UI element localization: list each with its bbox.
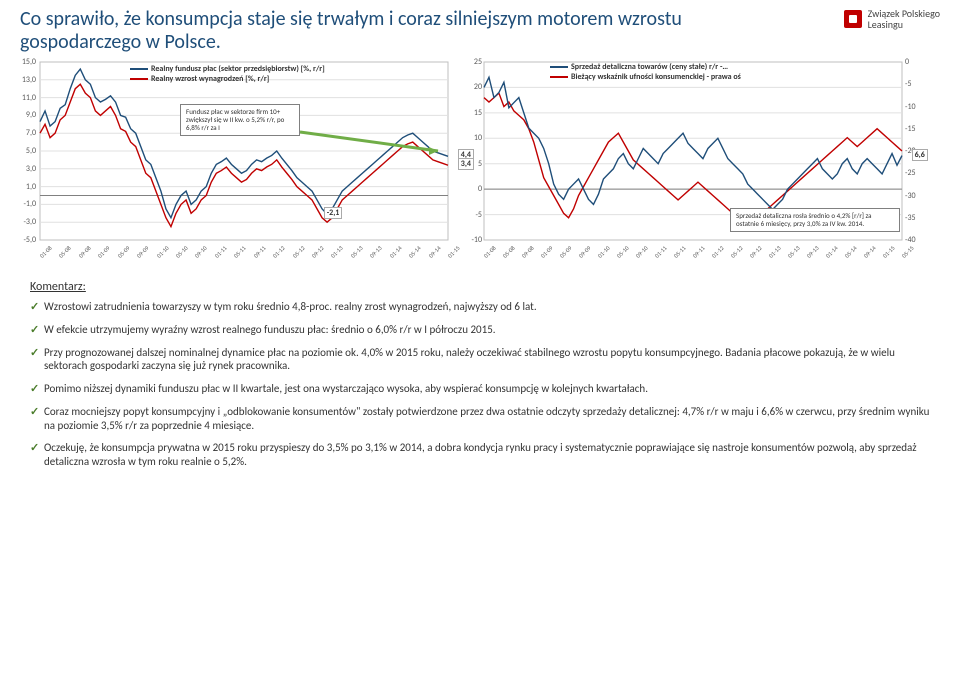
bullet-item: Oczekuję, że konsumpcja prywatna w 2015 … [30,441,930,469]
chart-right: -10-50510152025-40-35-30-25-20-15-10-500… [460,58,940,276]
logo-text-2: Leasingu [868,19,940,30]
annotation: Sprzedaż detaliczna rosła średnio o 4,2%… [730,208,900,232]
y-tick: -3,0 [10,217,36,227]
y-tick-right: -15 [905,124,931,134]
commentary-title: Komentarz: [30,280,930,294]
logo-text: Związek Polskiego Leasingu [868,8,940,30]
y-tick: 13,0 [10,75,36,85]
y-tick-right: -5 [905,79,931,89]
bullet-item: W efekcie utrzymujemy wyraźny wzrost rea… [30,323,930,337]
y-tick-left: 10 [456,133,482,143]
y-tick: -5,0 [10,235,36,245]
y-tick-right: -30 [905,191,931,201]
y-tick-right: 0 [905,57,931,67]
y-tick-left: -10 [456,235,482,245]
bullet-item: Przy prognozowanej dalszej nominalnej dy… [30,346,930,374]
y-tick-left: -5 [456,210,482,220]
legend: Realny fundusz płac (sektor przedsiębior… [130,64,325,84]
annotation: Fundusz płac w sektorze firm 10+ zwiększ… [180,104,300,136]
data-label: 3,4 [458,158,474,170]
y-tick-left: 25 [456,57,482,67]
y-tick: 7,0 [10,128,36,138]
y-tick-right: -35 [905,213,931,223]
y-tick-left: 20 [456,82,482,92]
y-tick: 11,0 [10,93,36,103]
charts-row: -5,0 -3,0 -1,0 1,0 3,0 5,0 7,0 9,0 11,0 13,0 15,0 0… [0,58,960,276]
logo-icon [844,10,862,28]
y-tick-left: 0 [456,184,482,194]
y-tick-right: -10 [905,102,931,112]
data-label: -2,1 [324,207,343,219]
y-tick: 15,0 [10,57,36,67]
legend: Sprzedaż detaliczna towarów (ceny stałe)… [550,62,741,82]
y-tick: 3,0 [10,164,36,174]
commentary: Komentarz: Wzrostowi zatrudnienia towarz… [0,276,960,488]
data-label: 6,6 [912,149,928,161]
bullet-item: Wzrostowi zatrudnienia towarzyszy w tym … [30,300,930,314]
commentary-bullets: Wzrostowi zatrudnienia towarzyszy w tym … [30,300,930,469]
y-tick: 9,0 [10,110,36,120]
y-tick: 5,0 [10,146,36,156]
header: Co sprawiło, że konsumpcja staje się trw… [0,0,960,58]
chart-left: -5,0-3,0-1,01,03,05,07,09,011,013,015,00… [10,58,460,276]
bullet-item: Pomimo niższej dynamiki funduszu płac w … [30,382,930,396]
y-tick: 1,0 [10,182,36,192]
y-tick-right: -25 [905,168,931,178]
y-tick-left: 15 [456,108,482,118]
logo: Związek Polskiego Leasingu [844,8,940,30]
y-tick: -1,0 [10,199,36,209]
page-title: Co sprawiło, że konsumpcja staje się trw… [20,8,720,54]
bullet-item: Coraz mocniejszy popyt konsumpcyjny i „o… [30,405,930,433]
